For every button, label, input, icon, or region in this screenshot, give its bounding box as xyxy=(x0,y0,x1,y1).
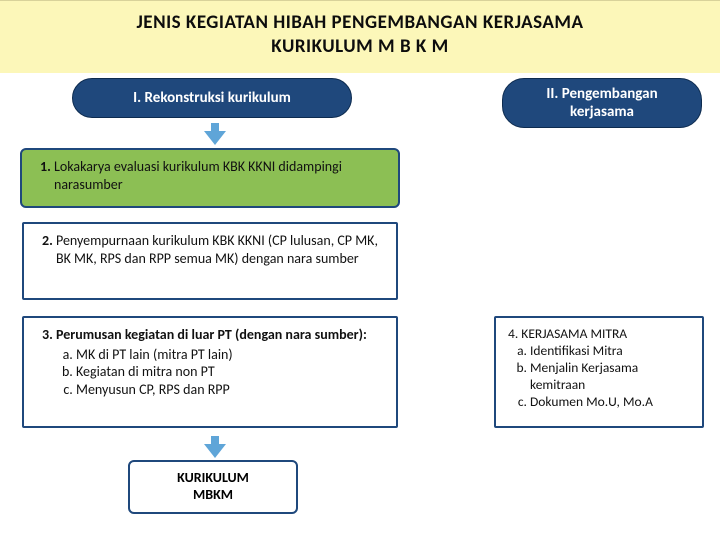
final-line2: MBKM xyxy=(193,486,233,503)
box4-sub-b: Menjalin Kerjasama kemitraan xyxy=(530,360,690,394)
box-step-4: 4. KERJASAMA MITRA Identifikasi Mitra Me… xyxy=(494,316,704,428)
title-band: JENIS KEGIATAN HIBAH PENGEMBANGAN KERJAS… xyxy=(0,0,720,73)
box4-head: 4. KERJASAMA MITRA xyxy=(508,326,690,343)
box4-sub-c: Dokumen Mo.U, Mo.A xyxy=(530,394,690,411)
header-left-text: I. Rekonstruksi kurikulum xyxy=(133,89,291,107)
box3-sublist: MK di PT lain (mitra PT lain) Kegiatan d… xyxy=(56,346,386,399)
arrow-down-icon xyxy=(204,444,226,458)
arrow-down-icon xyxy=(204,131,226,145)
title-line2: KURIKULUM M B K M xyxy=(271,35,448,58)
box4-sub-a: Identifikasi Mitra xyxy=(530,343,690,360)
header-pill-left: I. Rekonstruksi kurikulum xyxy=(72,78,352,118)
box3-sub-a: MK di PT lain (mitra PT lain) xyxy=(76,346,386,364)
box-step-2: Penyempurnaan kurikulum KBK KKNI (CP lul… xyxy=(22,222,398,300)
box-step-3: Perumusan kegiatan di luar PT (dengan na… xyxy=(22,316,398,428)
box1-item: Lokakarya evaluasi kurikulum KBK KKNI di… xyxy=(54,158,388,193)
title-line1: JENIS KEGIATAN HIBAH PENGEMBANGAN KERJAS… xyxy=(137,11,584,34)
box3-lead: Perumusan kegiatan di luar PT (dengan na… xyxy=(56,326,367,343)
page-title: JENIS KEGIATAN HIBAH PENGEMBANGAN KERJAS… xyxy=(20,11,700,59)
box-final: KURIKULUM MBKM xyxy=(128,460,298,514)
header-right-line1: II. Pengembangan xyxy=(546,85,657,103)
header-pill-right: II. Pengembangan kerjasama xyxy=(502,78,702,128)
header-right-line2: kerjasama xyxy=(570,103,634,121)
box3-sub-b: Kegiatan di mitra non PT xyxy=(76,363,386,381)
box4-sublist: Identifikasi Mitra Menjalin Kerjasama ke… xyxy=(508,343,690,411)
box2-text: Penyempurnaan kurikulum KBK KKNI (CP lul… xyxy=(56,232,378,267)
box2-item: Penyempurnaan kurikulum KBK KKNI (CP lul… xyxy=(56,232,386,267)
box1-text: Lokakarya evaluasi kurikulum KBK KKNI di… xyxy=(54,158,342,193)
box-step-1: Lokakarya evaluasi kurikulum KBK KKNI di… xyxy=(20,148,400,208)
box3-sub-c: Menyusun CP, RPS dan RPP xyxy=(76,381,386,399)
box3-item: Perumusan kegiatan di luar PT (dengan na… xyxy=(56,326,386,398)
final-line1: KURIKULUM xyxy=(177,469,249,486)
